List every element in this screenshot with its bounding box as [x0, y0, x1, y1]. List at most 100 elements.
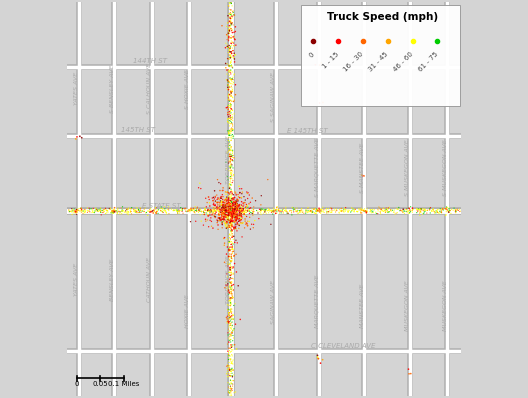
Point [398, 208, 407, 214]
Point [228, 208, 237, 214]
Point [224, 111, 232, 118]
Point [231, 52, 240, 58]
Point [265, 209, 273, 216]
Point [228, 113, 237, 120]
Point [226, 286, 234, 293]
Point [228, 214, 237, 220]
Point [360, 207, 368, 214]
Point [226, 373, 234, 379]
Point [241, 218, 249, 224]
Point [226, 60, 234, 66]
Point [218, 201, 227, 207]
Point [228, 243, 237, 250]
Point [73, 207, 82, 213]
Point [227, 161, 235, 168]
Point [231, 209, 239, 215]
Point [228, 238, 236, 245]
Point [225, 206, 234, 213]
Point [224, 196, 233, 203]
Point [235, 221, 243, 227]
Point [229, 195, 237, 201]
Point [228, 215, 237, 222]
Point [340, 205, 348, 211]
Point [220, 205, 228, 211]
Point [270, 209, 278, 215]
Point [314, 207, 322, 213]
Point [229, 287, 238, 294]
Point [232, 218, 240, 224]
Point [220, 259, 229, 265]
Point [225, 223, 233, 229]
Point [228, 373, 237, 379]
Point [227, 93, 235, 100]
Point [226, 210, 234, 217]
Point [235, 210, 244, 217]
Point [223, 216, 232, 222]
Point [219, 213, 228, 220]
Point [360, 206, 369, 212]
Point [215, 203, 224, 209]
Point [227, 197, 235, 204]
Point [224, 137, 233, 143]
Point [232, 251, 240, 258]
Point [229, 281, 238, 288]
Point [315, 207, 324, 213]
Point [211, 208, 220, 214]
Point [133, 204, 141, 211]
Point [400, 208, 408, 215]
Point [142, 209, 150, 216]
Point [118, 208, 126, 215]
Point [225, 158, 233, 165]
Point [404, 210, 412, 216]
Point [227, 262, 235, 268]
Point [227, 332, 235, 338]
Point [165, 207, 173, 214]
Point [230, 214, 238, 220]
Point [224, 195, 233, 201]
Point [441, 212, 450, 219]
Point [178, 206, 187, 213]
Point [149, 207, 158, 213]
Point [237, 208, 245, 215]
Point [228, 86, 237, 93]
Point [226, 97, 234, 103]
Point [268, 208, 276, 214]
Point [222, 211, 230, 218]
Point [214, 209, 223, 215]
Point [261, 207, 270, 213]
Point [446, 207, 454, 214]
Point [284, 210, 292, 217]
Point [225, 185, 233, 191]
Point [238, 209, 247, 216]
Point [340, 207, 348, 213]
Point [222, 371, 231, 377]
Point [224, 34, 233, 41]
Point [228, 218, 237, 224]
Point [384, 205, 392, 211]
Point [228, 42, 236, 48]
Point [210, 207, 219, 213]
Point [226, 76, 234, 83]
Point [223, 197, 231, 203]
Point [235, 215, 243, 222]
Point [229, 98, 237, 104]
Point [228, 226, 236, 233]
Point [227, 388, 235, 395]
Point [442, 205, 451, 211]
Point [241, 204, 250, 211]
Point [257, 211, 265, 217]
Point [160, 203, 168, 210]
Point [229, 123, 237, 129]
Point [435, 210, 443, 216]
Point [226, 197, 234, 204]
Point [230, 209, 239, 216]
Point [219, 196, 227, 203]
Point [158, 207, 167, 213]
Point [218, 212, 226, 218]
Point [219, 210, 228, 216]
Point [207, 208, 215, 214]
Point [312, 206, 320, 212]
Text: CATHOUN AVE: CATHOUN AVE [147, 257, 152, 302]
Point [355, 207, 363, 213]
Point [240, 211, 248, 217]
